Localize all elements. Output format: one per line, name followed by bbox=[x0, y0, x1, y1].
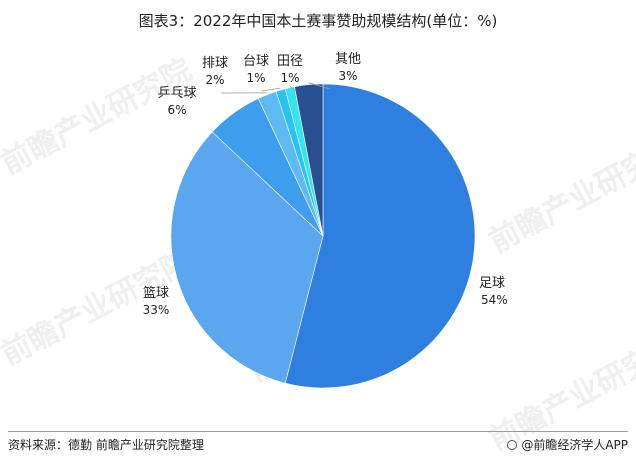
slice-value-label: 2% bbox=[205, 73, 224, 87]
slice-value-label: 54% bbox=[481, 293, 508, 307]
pie-slice-2 bbox=[170, 131, 324, 384]
credit-text: @前瞻经济学人APP bbox=[521, 438, 628, 452]
credit: @前瞻经济学人APP bbox=[507, 436, 628, 453]
leader-line-6 bbox=[289, 85, 297, 92]
source-note: 资料来源：德勤 前瞻产业研究院整理 bbox=[8, 438, 204, 452]
leader-line-5 bbox=[261, 87, 281, 92]
slice-label: 其他 bbox=[335, 52, 361, 67]
credit-icon bbox=[507, 440, 518, 450]
slice-value-label: 3% bbox=[338, 69, 357, 83]
pie-slice-7 bbox=[294, 83, 324, 237]
pie-slice-1 bbox=[284, 83, 476, 389]
chart-title: 图表3：2022年中国本土赛事赞助规模结构(单位：%) bbox=[138, 12, 498, 30]
slice-label: 篮球 bbox=[143, 286, 169, 301]
slice-label: 乒乓球 bbox=[157, 86, 196, 101]
footer-divider bbox=[8, 431, 628, 432]
slice-value-label: 1% bbox=[246, 71, 265, 85]
slice-label: 台球 bbox=[243, 54, 269, 69]
slice-value-label: 6% bbox=[167, 103, 186, 117]
slice-label: 排球 bbox=[202, 56, 228, 71]
slice-label: 足球 bbox=[479, 276, 505, 291]
slice-value-label: 33% bbox=[143, 303, 170, 317]
slice-label: 田径 bbox=[277, 54, 303, 69]
slice-value-label: 1% bbox=[280, 71, 299, 85]
pie-slices bbox=[170, 83, 476, 389]
slice-labels: 足球 54% 篮球 33% 乒乓球 6% 排球 2% 台球 1% 田径 1% 其他 3% bbox=[143, 52, 508, 317]
leader-line-7 bbox=[308, 82, 331, 90]
leader-lines bbox=[220, 82, 331, 94]
